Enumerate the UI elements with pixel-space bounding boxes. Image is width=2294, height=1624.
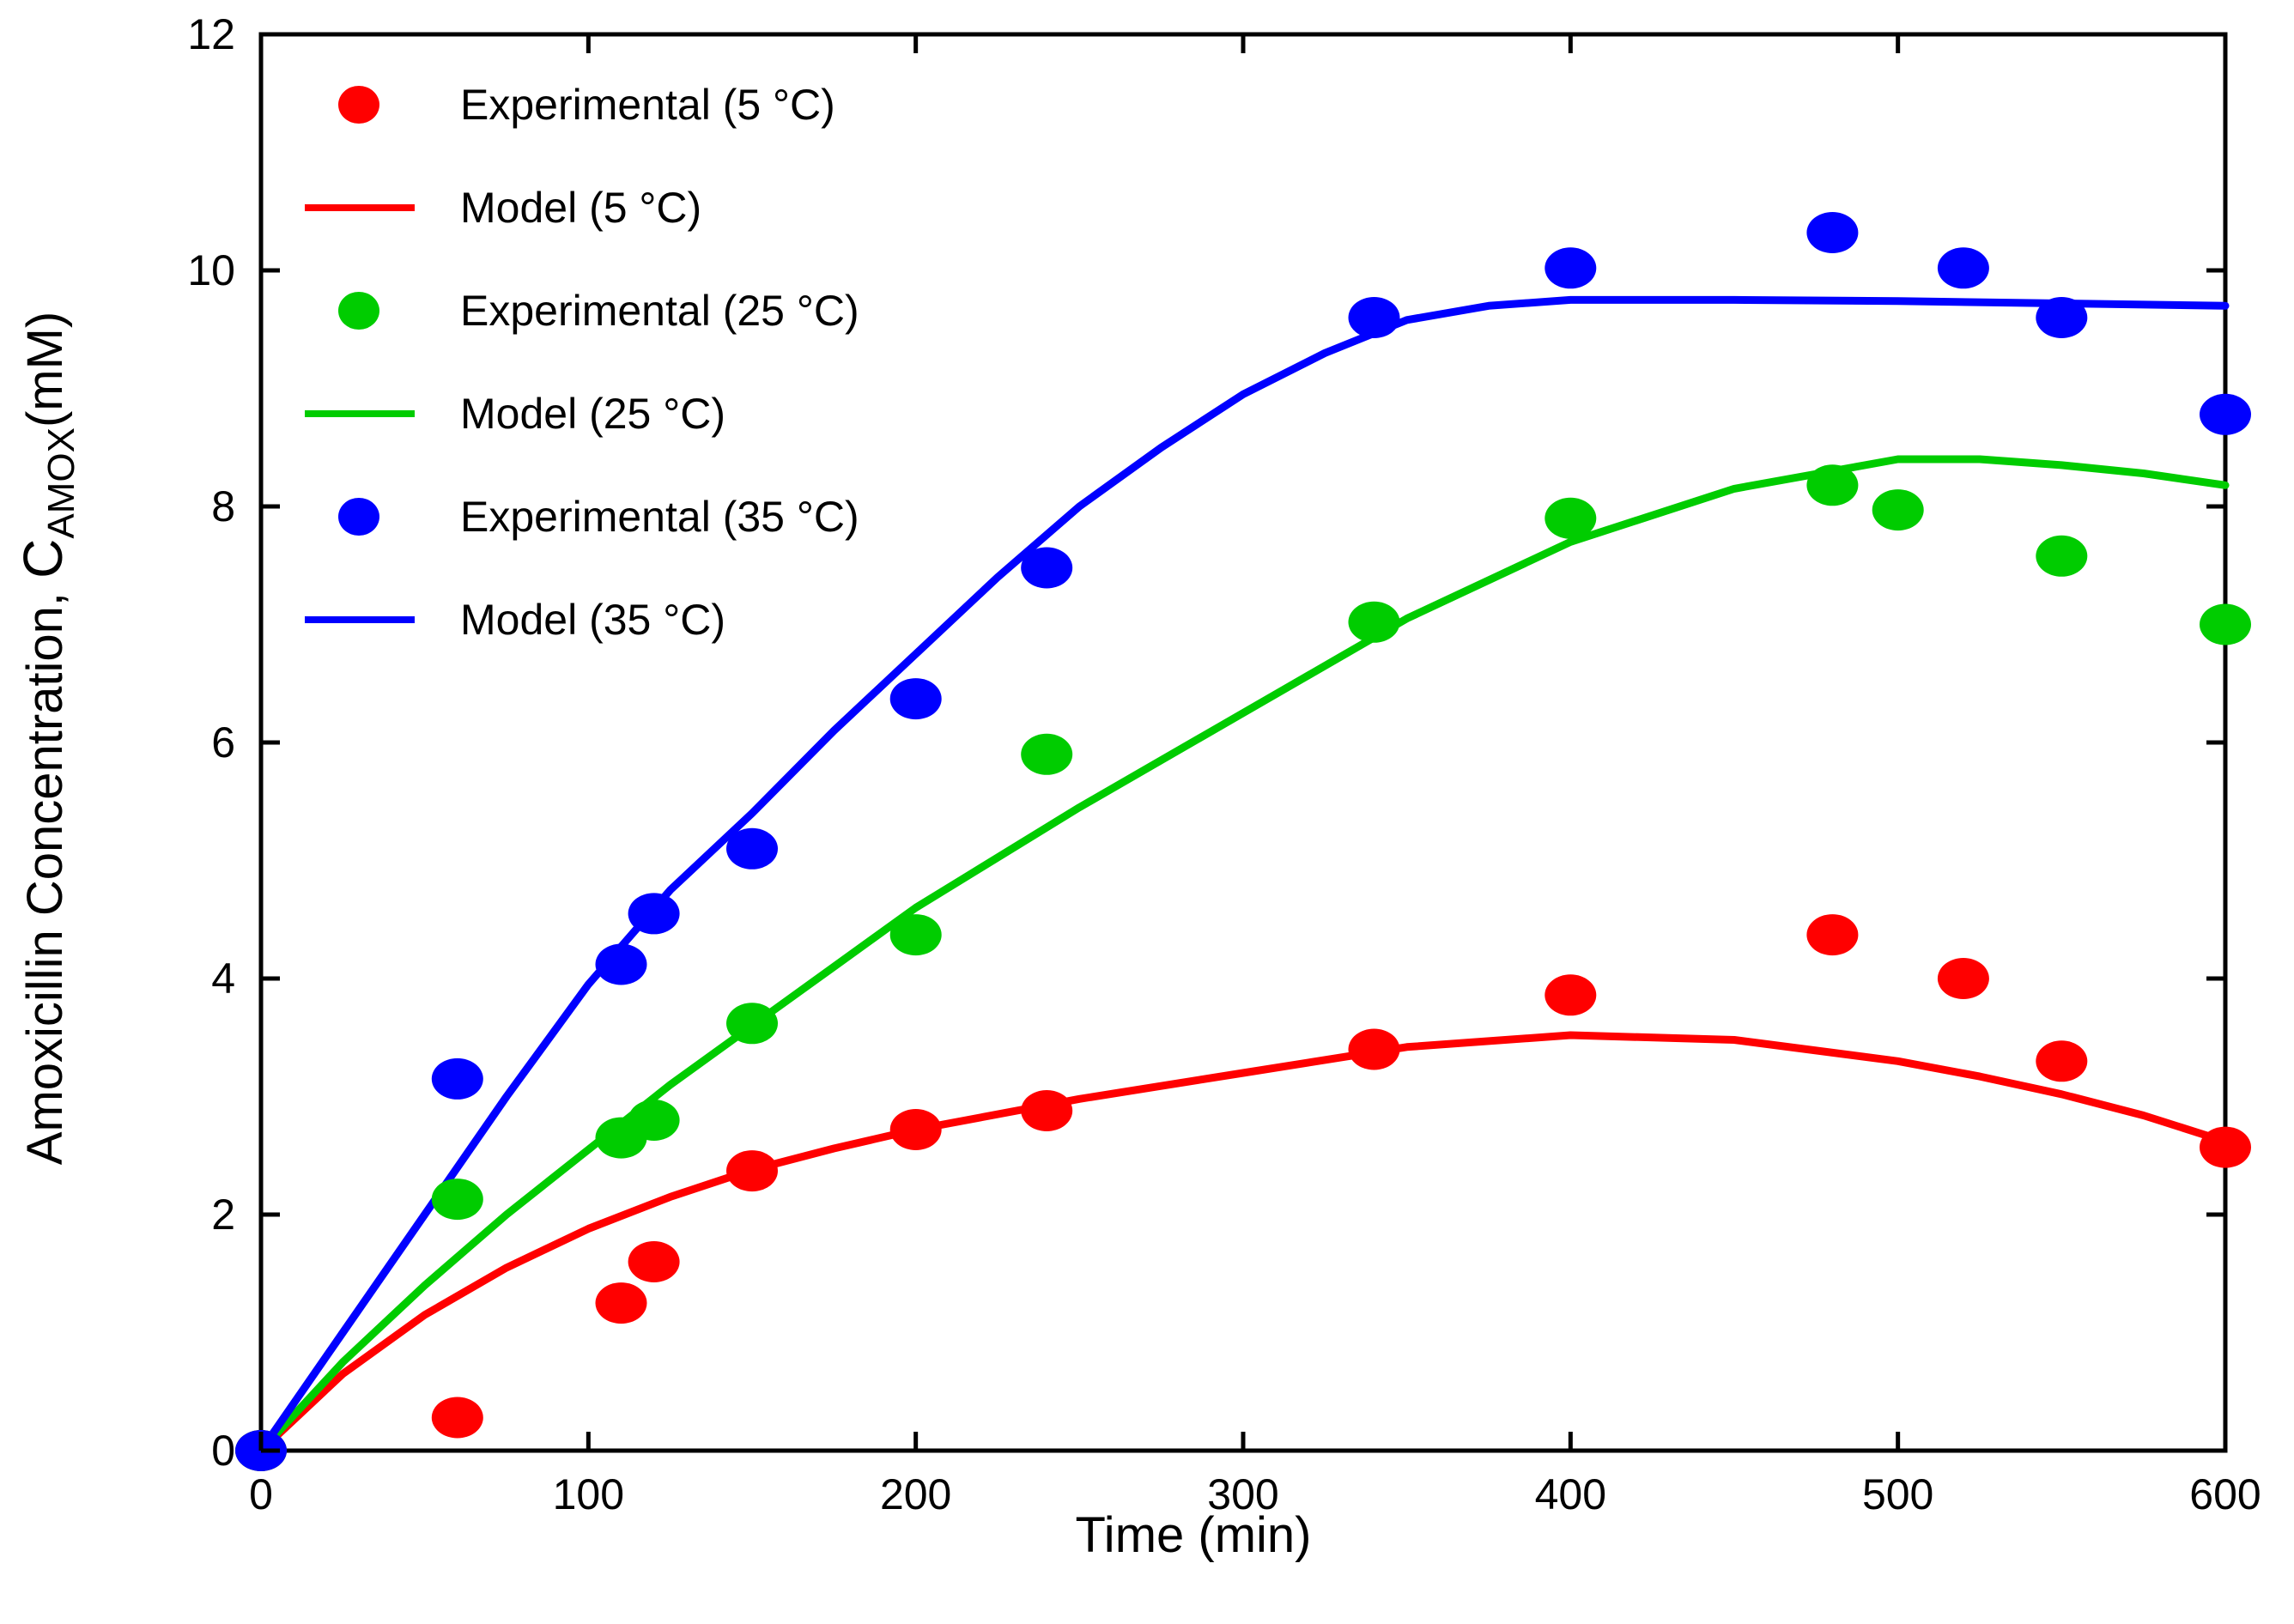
legend-label: Experimental (35 °C)	[460, 493, 859, 541]
legend-label: Model (5 °C)	[460, 184, 701, 232]
x-tick-label: 100	[553, 1470, 624, 1518]
data-point	[1545, 497, 1597, 539]
legend-item: Experimental (5 °C)	[338, 81, 835, 129]
y-axis-title: Amoxicillin Concentration, CAMOX(mM)	[12, 312, 82, 1165]
y-axis-title-symbol: C	[12, 539, 74, 579]
x-tick-label: 0	[249, 1470, 273, 1518]
data-point	[726, 827, 778, 870]
data-point	[1937, 247, 1989, 289]
data-point	[1021, 1090, 1073, 1131]
data-point	[431, 1057, 483, 1100]
data-point	[1021, 547, 1073, 589]
data-point	[595, 1282, 647, 1324]
y-axis-title-unit: (mM)	[17, 312, 73, 427]
y-tick-label: 8	[211, 482, 235, 530]
legend-item: Model (25 °C)	[305, 390, 725, 438]
x-tick-label: 200	[880, 1470, 951, 1518]
y-tick-label: 6	[211, 718, 235, 767]
data-point	[1937, 958, 1989, 999]
y-tick-label: 2	[211, 1191, 235, 1239]
legend-marker	[338, 86, 379, 124]
legend: Experimental (5 °C) Model (5 °C) Experimen…	[305, 81, 859, 644]
y-tick-label: 4	[211, 954, 235, 1003]
data-point	[628, 1100, 680, 1141]
data-point	[889, 678, 942, 720]
data-point	[1872, 489, 1924, 531]
model-line	[257, 295, 2230, 1455]
data-point	[1545, 974, 1597, 1016]
x-tick-label: 400	[1535, 1470, 1606, 1518]
data-point	[1545, 247, 1597, 289]
y-tick-label: 10	[187, 246, 235, 294]
data-point	[726, 1003, 778, 1045]
legend-item: Experimental (35 °C)	[338, 493, 859, 541]
data-point	[2036, 1040, 2088, 1082]
axes: 0 100 200 300 400 500 600 0 2 4 6 8 10 12	[187, 10, 2261, 1518]
data-point	[1348, 1028, 1400, 1070]
data-point	[431, 1179, 483, 1221]
data-point	[889, 914, 942, 956]
data-point	[1021, 733, 1073, 775]
legend-item: Experimental (25 °C)	[338, 287, 859, 335]
data-point	[889, 1109, 942, 1150]
x-tick-label: 600	[2189, 1470, 2261, 1518]
data-point	[1806, 914, 1859, 956]
data-point	[2200, 393, 2251, 435]
data-point	[595, 943, 647, 985]
y-axis-title-subscript: AMOX	[40, 427, 82, 539]
data-point	[628, 893, 680, 935]
data-point	[2036, 297, 2088, 338]
data-point	[628, 1241, 680, 1282]
y-tick-label: 12	[187, 10, 235, 58]
data-point	[1348, 297, 1400, 338]
data-point	[726, 1150, 778, 1192]
data-point	[2200, 1126, 2251, 1168]
data-point	[431, 1397, 483, 1439]
data-point	[1348, 601, 1400, 643]
x-tick-label: 500	[1862, 1470, 1933, 1518]
data-point	[2036, 535, 2088, 577]
legend-label: Experimental (5 °C)	[460, 81, 835, 129]
legend-label: Model (35 °C)	[460, 596, 725, 644]
legend-item: Model (35 °C)	[305, 596, 725, 644]
data-point	[1806, 212, 1859, 253]
series-layer	[235, 212, 2251, 1471]
legend-marker	[338, 292, 379, 330]
data-point	[1806, 464, 1859, 506]
data-point	[2200, 603, 2251, 645]
model-line	[257, 455, 2230, 1455]
y-tick-label: 0	[211, 1427, 235, 1475]
legend-item: Model (5 °C)	[305, 184, 701, 232]
y-axis-title-main: Amoxicillin Concentration,	[17, 579, 73, 1165]
legend-label: Experimental (25 °C)	[460, 287, 859, 335]
model-line	[257, 1031, 2230, 1455]
legend-marker	[338, 498, 379, 536]
x-axis-title: Time (min)	[1076, 1507, 1312, 1563]
legend-label: Model (25 °C)	[460, 390, 725, 438]
x-tick-label: 300	[1207, 1470, 1278, 1518]
